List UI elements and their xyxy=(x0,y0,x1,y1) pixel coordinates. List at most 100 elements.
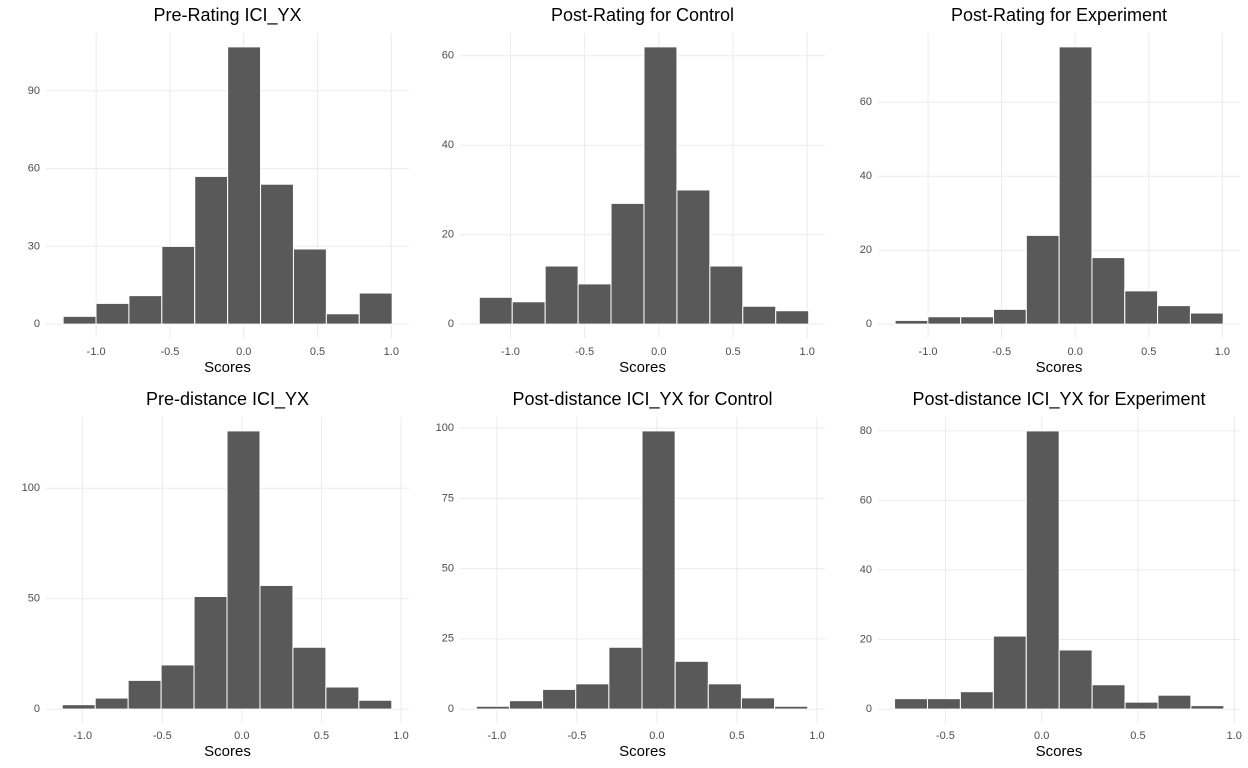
bar xyxy=(1058,46,1093,325)
bar xyxy=(542,688,577,710)
y-tick-label: 0 xyxy=(34,318,40,330)
x-tick-label: 1.0 xyxy=(809,730,824,742)
chart-title: Post-Rating for Control xyxy=(551,5,734,25)
x-tick-label: 0.0 xyxy=(1034,730,1049,742)
x-tick-label: 0.5 xyxy=(310,346,325,358)
x-tick-label: -1.0 xyxy=(87,346,106,358)
y-tick-label: 50 xyxy=(442,563,454,575)
y-tick-label: 80 xyxy=(860,425,872,437)
x-tick-label: -0.5 xyxy=(936,730,955,742)
chart-title: Pre-distance ICI_YX xyxy=(146,389,309,410)
bar xyxy=(608,646,643,710)
bar xyxy=(992,635,1027,710)
y-tick-label: 40 xyxy=(860,170,872,182)
y-tick-label: 20 xyxy=(860,244,872,256)
bar xyxy=(894,698,928,710)
x-tick-label: 0.0 xyxy=(649,730,664,742)
chart-title: Pre-Rating ICI_YX xyxy=(153,5,301,26)
bar xyxy=(475,705,510,710)
bar xyxy=(1157,305,1191,325)
bar xyxy=(292,646,327,710)
x-tick-label: 1.0 xyxy=(384,346,399,358)
bar xyxy=(1025,234,1060,325)
bar xyxy=(1091,684,1126,710)
chart-title: Post-distance ICI_YX for Control xyxy=(512,389,772,410)
bar xyxy=(128,295,163,325)
bar xyxy=(674,660,709,710)
bar xyxy=(259,584,294,710)
y-tick-label: 100 xyxy=(22,482,40,494)
y-tick-label: 25 xyxy=(442,633,454,645)
x-tick-label: 0.0 xyxy=(236,346,251,358)
bar xyxy=(894,319,929,325)
bar xyxy=(575,683,610,710)
x-tick-label: 1.0 xyxy=(1215,346,1230,358)
bar xyxy=(1091,257,1126,325)
bar xyxy=(1058,649,1093,710)
bar xyxy=(127,679,162,710)
bar xyxy=(926,698,961,710)
bar xyxy=(775,310,810,325)
y-tick-label: 90 xyxy=(28,85,40,97)
bar xyxy=(1124,701,1159,710)
bar xyxy=(358,699,393,710)
y-tick-label: 60 xyxy=(28,163,40,175)
y-tick-label: 60 xyxy=(860,96,872,108)
chart-title: Post-distance ICI_YX for Experiment xyxy=(912,389,1205,410)
bar xyxy=(709,265,744,325)
y-tick-label: 100 xyxy=(436,422,454,434)
bar xyxy=(161,245,196,325)
x-axis-label: Scores xyxy=(204,359,251,376)
bar xyxy=(544,265,579,325)
bar xyxy=(959,691,994,710)
x-tick-label: 0.5 xyxy=(1141,346,1156,358)
y-tick-label: 0 xyxy=(448,318,454,330)
bar xyxy=(325,313,360,325)
bar xyxy=(1190,705,1225,710)
bar xyxy=(478,296,513,325)
bar xyxy=(742,305,777,325)
bar xyxy=(508,700,544,710)
x-axis-label: Scores xyxy=(204,743,251,760)
y-tick-label: 20 xyxy=(442,229,454,241)
x-tick-label: 0.5 xyxy=(1130,730,1145,742)
bar xyxy=(260,183,294,325)
x-tick-label: -1.0 xyxy=(487,730,506,742)
bar xyxy=(707,683,742,710)
bar xyxy=(160,664,195,710)
x-axis-label: Scores xyxy=(1036,359,1083,376)
bar xyxy=(511,301,546,325)
bar xyxy=(641,430,676,710)
y-tick-label: 50 xyxy=(28,593,40,605)
bar xyxy=(1124,290,1159,325)
y-tick-label: 75 xyxy=(442,492,454,504)
x-tick-label: -0.5 xyxy=(153,730,172,742)
bar xyxy=(95,302,130,325)
x-tick-label: -0.5 xyxy=(992,346,1011,358)
x-tick-label: -1.0 xyxy=(501,346,520,358)
bar xyxy=(577,283,612,325)
bar xyxy=(292,248,327,325)
x-tick-label: -0.5 xyxy=(160,346,179,358)
bar xyxy=(993,308,1027,325)
x-tick-label: 0.0 xyxy=(651,346,666,358)
y-tick-label: 60 xyxy=(860,494,872,506)
bar xyxy=(960,316,995,325)
y-tick-label: 0 xyxy=(34,703,40,715)
bar xyxy=(193,595,228,710)
x-tick-label: 0.0 xyxy=(1068,346,1083,358)
y-tick-label: 60 xyxy=(442,50,454,62)
y-tick-label: 0 xyxy=(866,703,872,715)
x-tick-label: -0.5 xyxy=(575,346,594,358)
x-tick-label: 0.5 xyxy=(729,730,744,742)
bar xyxy=(61,704,96,710)
bar xyxy=(676,189,711,325)
x-tick-label: 1.0 xyxy=(1227,730,1242,742)
bar xyxy=(325,686,360,710)
bar xyxy=(740,697,776,710)
x-tick-label: -1.0 xyxy=(73,730,92,742)
x-tick-label: 1.0 xyxy=(800,346,815,358)
x-tick-label: 0.0 xyxy=(234,730,249,742)
bar xyxy=(1157,694,1192,710)
